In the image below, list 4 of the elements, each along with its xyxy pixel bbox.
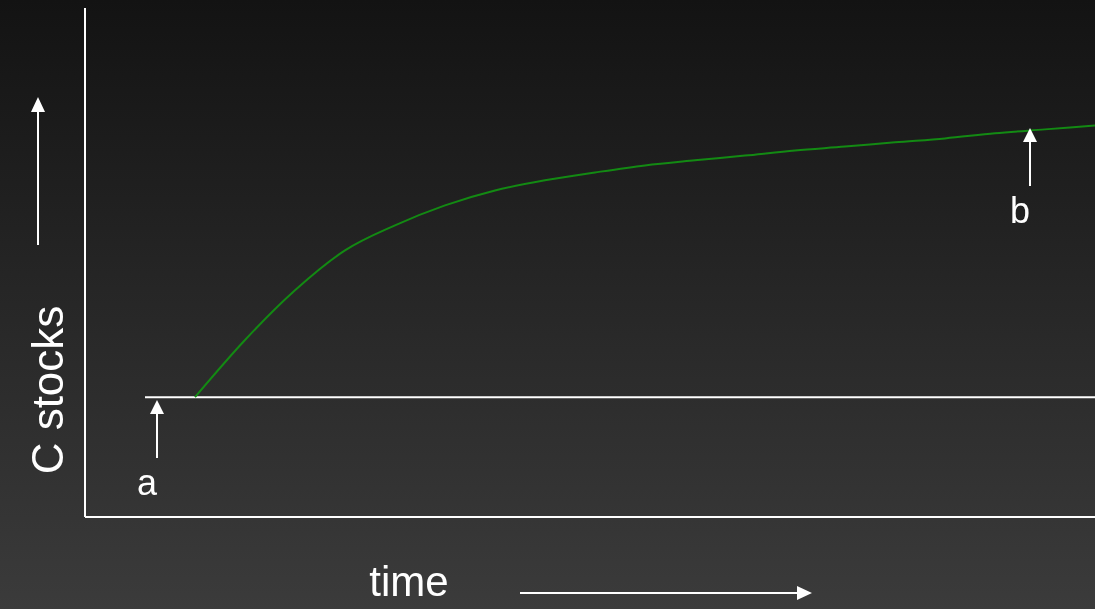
- annotation: b: [1009, 189, 1031, 231]
- x-axis-title: time: [369, 558, 449, 606]
- y-axis-title: C stocks: [23, 305, 73, 475]
- annotation: a: [136, 461, 158, 503]
